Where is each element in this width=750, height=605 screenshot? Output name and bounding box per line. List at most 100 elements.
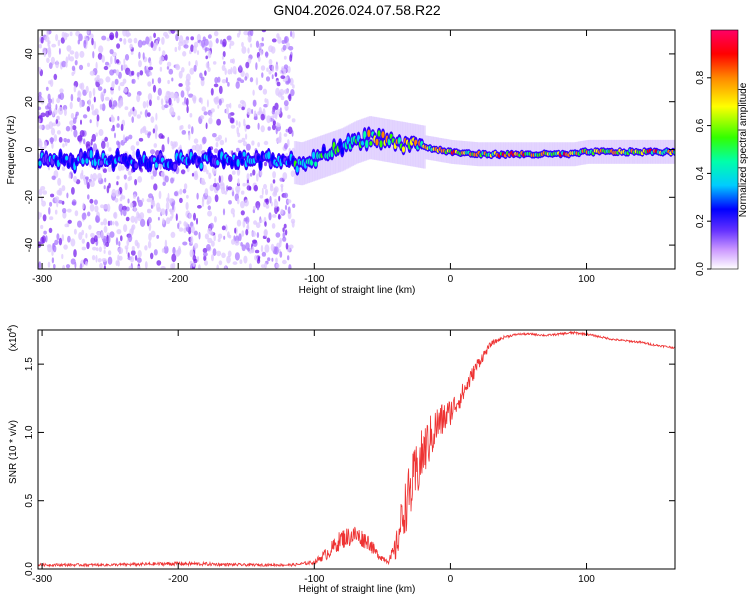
- spectrogram-noise-cell: [153, 143, 158, 148]
- spectrogram-noise-cell: [120, 235, 123, 242]
- spectrogram-noise-cell: [200, 97, 203, 105]
- spectrogram-noise-cell: [150, 252, 154, 260]
- spectrogram-noise-cell: [206, 99, 209, 108]
- spectrogram-noise-cell: [113, 211, 118, 219]
- spectrogram-noise-cell: [111, 80, 115, 90]
- spectrogram-noise-cell: [73, 129, 78, 138]
- spectrogram-noise-cell: [272, 179, 276, 184]
- spectrogram-noise-cell: [202, 247, 208, 254]
- spectrogram-noise-cell: [79, 83, 83, 89]
- spectrogram-noise-cell: [292, 203, 296, 208]
- spectrogram-noise-cell: [282, 236, 287, 242]
- spectrogram-noise-cell: [209, 222, 214, 229]
- spectrogram-noise-cell: [61, 253, 64, 260]
- spectrogram-noise-cell: [70, 238, 76, 247]
- spectrogram-noise-cell: [125, 216, 130, 222]
- spectrogram-xtick-label: 100: [578, 274, 595, 285]
- spectrogram-noise-cell: [225, 224, 228, 232]
- spectrogram-noise-cell: [127, 38, 133, 44]
- spectrogram-noise-cell: [168, 97, 172, 106]
- spectrogram-noise-cell: [49, 201, 53, 207]
- spectrogram-noise-cell: [103, 185, 106, 190]
- spectrogram-noise-cell: [69, 50, 75, 55]
- spectrogram-noise-cell: [213, 30, 219, 37]
- spectrogram-noise-cell: [41, 200, 46, 207]
- spectrogram-noise-cell: [61, 234, 64, 242]
- spectrogram-noise-cell: [119, 37, 123, 42]
- spectrogram-noise-cell: [82, 202, 85, 210]
- spectrogram-noise-cell: [95, 254, 98, 263]
- spectrogram-noise-cell: [42, 190, 48, 195]
- spectrogram-noise-cell: [255, 173, 259, 182]
- spectrogram-noise-cell: [169, 208, 173, 215]
- spectrogram-noise-cell: [178, 227, 184, 232]
- spectrogram-noise-cell: [80, 119, 82, 125]
- spectrogram-noise-cell: [170, 177, 174, 184]
- spectrogram-noise-cell: [130, 51, 134, 55]
- spectrogram-noise-cell: [203, 255, 207, 262]
- spectrogram-noise-cell: [271, 223, 276, 229]
- spectrogram-noise-cell: [252, 205, 256, 211]
- spectrogram-noise-cell: [97, 86, 103, 91]
- spectrogram-noise-cell: [150, 116, 155, 123]
- spectrogram-noise-cell: [96, 114, 100, 122]
- spectrogram-ytick-label: 40: [24, 48, 35, 60]
- spectrogram-noise-cell: [124, 106, 129, 111]
- snr-ytick-label: 1.5: [24, 357, 35, 371]
- spectrogram-noise-cell: [179, 188, 183, 195]
- spectrogram-xtick-label: 0: [448, 274, 454, 285]
- spectrogram-noise-cell: [279, 177, 284, 182]
- spectrogram-noise-cell: [216, 250, 222, 257]
- spectrogram-noise-cell: [87, 211, 91, 217]
- spectrogram-noise-cell: [213, 216, 217, 223]
- spectrogram-noise-cell: [242, 219, 246, 228]
- spectrogram-noise-cell: [89, 180, 95, 187]
- spectrogram-noise-cell: [51, 43, 57, 48]
- spectrogram-noise-cell: [246, 173, 250, 181]
- spectrogram-noise-cell: [38, 140, 43, 148]
- spectrogram-noise-cell: [227, 112, 232, 120]
- spectrogram-noise-cell: [92, 173, 98, 181]
- spectrogram-noise-cell: [147, 132, 151, 139]
- spectrogram-noise-cell: [178, 220, 182, 225]
- spectrogram-noise-cell: [215, 141, 219, 148]
- spectrogram-noise-cell: [209, 184, 215, 192]
- spectrogram-noise-cell: [262, 88, 268, 95]
- spectrogram-noise-cell: [270, 46, 276, 54]
- spectrogram-noise-cell: [122, 209, 127, 217]
- spectrogram-noise-cell: [164, 54, 168, 61]
- spectrogram-noise-cell: [140, 218, 146, 227]
- spectrogram-noise-cell: [86, 176, 88, 185]
- spectrogram-noise-cell: [98, 246, 102, 253]
- spectrogram-noise-cell: [276, 206, 280, 212]
- spectrogram-noise-cell: [105, 76, 111, 83]
- spectrogram-noise-cell: [124, 245, 129, 250]
- spectrogram-noise-cell: [160, 208, 166, 216]
- spectrogram-noise-cell: [200, 181, 206, 186]
- spectrogram-noise-cell: [132, 150, 136, 156]
- spectrogram-noise-cell: [73, 85, 77, 93]
- spectrogram-noise-cell: [56, 130, 61, 135]
- spectrogram-noise-cell: [108, 147, 112, 152]
- spectrogram-noise-cell: [137, 212, 141, 219]
- spectrogram-noise-cell: [221, 252, 226, 259]
- spectrogram-noise-cell: [58, 48, 61, 55]
- spectrogram-ridge-core: [89, 150, 93, 159]
- spectrogram-noise-cell: [193, 212, 196, 221]
- spectrogram-noise-cell: [236, 219, 242, 227]
- spectrogram-noise-cell: [257, 256, 261, 261]
- colorbar-tick-label: 0.4: [695, 166, 706, 180]
- spectrogram-noise-cell: [168, 198, 175, 202]
- spectrogram-noise-cell: [232, 66, 237, 75]
- spectrogram-noise-cell: [172, 246, 176, 255]
- spectrogram-noise-cell: [119, 197, 123, 202]
- spectrogram-noise-cell: [161, 171, 165, 177]
- spectrogram-noise-cell: [241, 41, 244, 48]
- spectrogram-noise-cell: [178, 70, 183, 79]
- spectrogram-noise-cell: [283, 89, 289, 95]
- spectrogram-noise-cell: [133, 206, 137, 213]
- spectrogram-ridge-core: [216, 159, 220, 166]
- spectrogram-noise-cell: [214, 194, 219, 203]
- spectrogram-noise-cell: [218, 85, 223, 95]
- spectrogram-noise-cell: [173, 94, 176, 102]
